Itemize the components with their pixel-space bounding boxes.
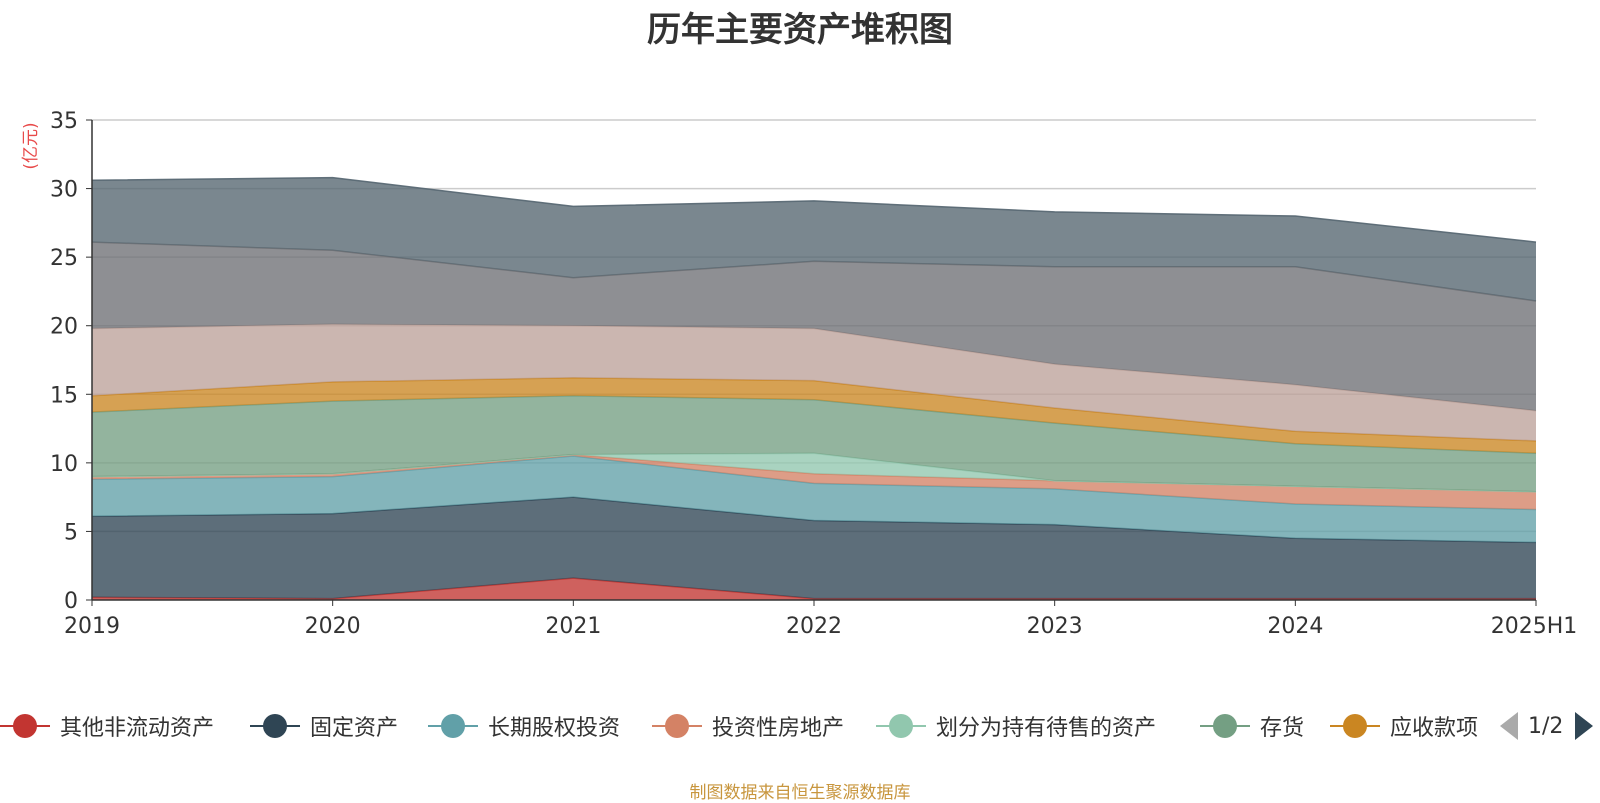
legend-label: 划分为持有待售的资产 xyxy=(936,716,1157,741)
chart-title: 历年主要资产堆积图 xyxy=(647,10,953,50)
area-series-6 xyxy=(92,377,1536,454)
legend-pager: 1/2 xyxy=(1500,706,1600,746)
legend-marker-icon xyxy=(428,711,478,741)
legend-item-0[interactable]: 其他非流动资产 xyxy=(0,706,214,746)
stacked-area-chart: 0 5 10 15 20 25 30 35 2019 2020 2021 2022 2023 2024 20… xyxy=(21,109,1577,639)
y-tick-label: 10 xyxy=(50,452,78,477)
source-note: 制图数据来自恒生聚源数据库 xyxy=(689,783,911,803)
legend-marker-icon xyxy=(250,711,300,741)
legend-marker-icon xyxy=(652,711,702,741)
area-series-3 xyxy=(92,454,1536,510)
area-series-8 xyxy=(92,242,1536,411)
y-tick-label: 20 xyxy=(50,315,78,340)
y-tick-label: 25 xyxy=(50,246,78,271)
area-series-9 xyxy=(92,177,1536,301)
area-series xyxy=(91,176,1537,600)
area-series-2 xyxy=(92,456,1536,543)
legend-prev-page-icon[interactable] xyxy=(1500,712,1518,740)
x-tick-label: 2025H1 xyxy=(1491,614,1578,639)
legend: 其他非流动资产 固定资产 长期股权投资 投资性房地产 划分为持有待售的资产 存货 应收款项 … xyxy=(0,706,1600,746)
legend-label: 其他非流动资产 xyxy=(60,716,215,741)
axes: 0 5 10 15 20 25 30 35 2019 2020 2021 2022 2023 2024 20… xyxy=(50,109,1577,639)
legend-item-4[interactable]: 划分为持有待售的资产 xyxy=(876,706,1156,746)
legend-label: 应收款项 xyxy=(1390,716,1479,741)
y-tick-label: 30 xyxy=(50,178,78,203)
legend-item-3[interactable]: 投资性房地产 xyxy=(652,706,844,746)
y-axis-unit-label: (亿元) xyxy=(21,122,41,169)
legend-label: 固定资产 xyxy=(310,716,399,741)
legend-marker-icon xyxy=(1200,711,1250,741)
legend-marker-icon xyxy=(876,711,926,741)
legend-next-page-icon[interactable] xyxy=(1575,712,1594,740)
x-tick-label: 2024 xyxy=(1267,614,1323,639)
legend-label: 投资性房地产 xyxy=(712,716,845,741)
x-tick-label: 2020 xyxy=(305,614,361,639)
x-tick-label: 2023 xyxy=(1027,614,1083,639)
y-tick-label: 0 xyxy=(64,589,78,614)
legend-marker-icon xyxy=(0,711,50,741)
area-series-line-9 xyxy=(91,176,1537,243)
x-tick-label: 2019 xyxy=(64,614,120,639)
area-series-5 xyxy=(92,395,1536,492)
area-series-1 xyxy=(92,497,1536,599)
area-series-4 xyxy=(92,453,1536,492)
legend-page-indicator: 1/2 xyxy=(1528,713,1564,739)
legend-item-1[interactable]: 固定资产 xyxy=(250,706,398,746)
y-tick-label: 15 xyxy=(50,383,78,408)
area-series-7 xyxy=(92,324,1536,441)
legend-label: 存货 xyxy=(1260,716,1305,741)
x-tick-label: 2022 xyxy=(786,614,842,639)
legend-marker-icon xyxy=(1330,711,1380,741)
y-tick-label: 5 xyxy=(64,520,78,545)
legend-item-2[interactable]: 长期股权投资 xyxy=(428,706,620,746)
y-tick-label: 35 xyxy=(50,109,78,134)
x-tick-label: 2021 xyxy=(545,614,601,639)
legend-item-6[interactable]: 应收款项 xyxy=(1330,706,1478,746)
area-series-0 xyxy=(92,578,1536,600)
legend-item-5[interactable]: 存货 xyxy=(1200,706,1304,746)
legend-label: 长期股权投资 xyxy=(488,716,621,741)
